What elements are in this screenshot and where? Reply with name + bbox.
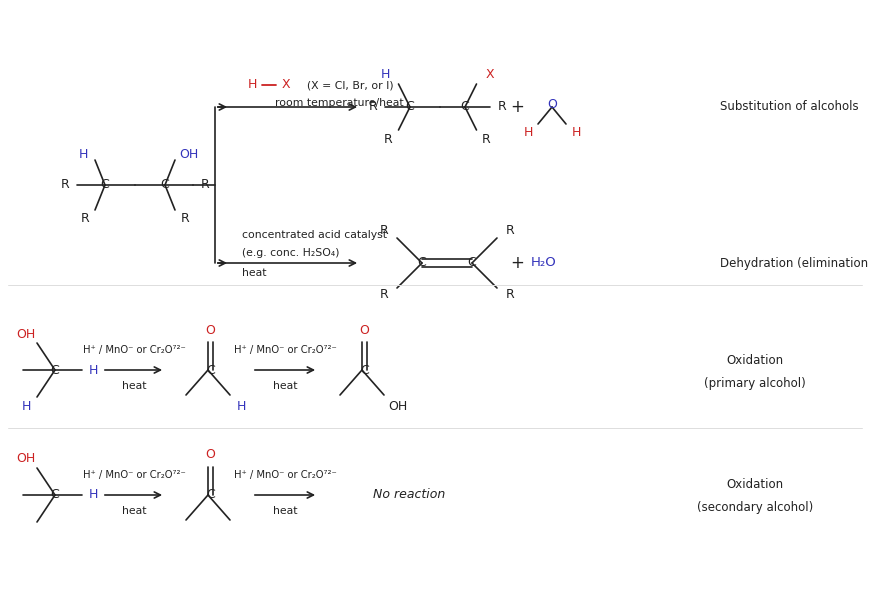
Text: H: H [89,488,97,502]
Text: H: H [571,127,580,139]
Text: H: H [381,68,389,82]
Text: concentrated acid catalyst: concentrated acid catalyst [242,230,387,240]
Text: C: C [460,100,469,113]
Text: C: C [50,488,59,502]
Text: O: O [547,98,556,112]
Text: H: H [89,364,97,377]
Text: H: H [236,400,245,413]
Text: R: R [505,289,514,301]
Text: H⁺ / MnO⁻ or Cr₂O⁷²⁻: H⁺ / MnO⁻ or Cr₂O⁷²⁻ [234,470,336,480]
Text: H: H [21,401,30,413]
Text: +: + [509,98,523,116]
Text: R: R [61,178,70,191]
Text: room temperature/heat: room temperature/heat [275,98,403,108]
Text: R: R [505,224,514,238]
Text: heat: heat [273,381,297,391]
Text: OH: OH [17,328,36,341]
Text: H: H [78,148,88,160]
Text: Dehydration (elimination): Dehydration (elimination) [720,257,869,269]
Text: heat: heat [273,506,297,516]
Text: H⁺ / MnO⁻ or Cr₂O⁷²⁻: H⁺ / MnO⁻ or Cr₂O⁷²⁻ [83,345,185,355]
Text: OH: OH [179,148,198,160]
Text: C: C [206,364,215,377]
Text: C: C [206,488,215,502]
Text: R: R [81,211,90,224]
Text: No reaction: No reaction [373,488,445,502]
Text: R: R [497,100,506,113]
Text: Oxidation: Oxidation [726,353,783,367]
Text: heat: heat [122,506,146,516]
Text: (e.g. conc. H₂SO₄): (e.g. conc. H₂SO₄) [242,248,339,258]
Text: C: C [468,257,476,269]
Text: heat: heat [122,381,146,391]
Text: O: O [205,448,216,461]
Text: C: C [101,178,109,191]
Text: Substitution of alcohols: Substitution of alcohols [720,100,858,113]
Text: OH: OH [388,400,408,413]
Text: heat: heat [242,268,266,278]
Text: H₂O: H₂O [530,257,556,269]
Text: C: C [417,257,426,269]
Text: H: H [523,127,532,139]
Text: R: R [384,133,393,146]
Text: Oxidation: Oxidation [726,479,783,491]
Text: X: X [485,68,494,82]
Text: (X = Cl, Br, or I): (X = Cl, Br, or I) [300,80,393,90]
Text: C: C [360,364,368,377]
Text: +: + [509,254,523,272]
Text: C: C [50,364,59,377]
Text: R: R [181,211,189,224]
Text: (primary alcohol): (primary alcohol) [703,377,805,389]
Text: OH: OH [17,452,36,466]
Text: O: O [205,323,216,337]
Text: X: X [282,79,290,91]
Text: H⁺ / MnO⁻ or Cr₂O⁷²⁻: H⁺ / MnO⁻ or Cr₂O⁷²⁻ [83,470,185,480]
Text: H⁺ / MnO⁻ or Cr₂O⁷²⁻: H⁺ / MnO⁻ or Cr₂O⁷²⁻ [234,345,336,355]
Text: H: H [248,79,257,91]
Text: R: R [481,133,490,146]
Text: C: C [405,100,414,113]
Text: R: R [368,100,377,113]
Text: (secondary alcohol): (secondary alcohol) [696,502,813,514]
Text: C: C [161,178,169,191]
Text: R: R [201,178,209,191]
Text: O: O [359,323,369,337]
Text: R: R [379,224,388,238]
Text: R: R [379,289,388,301]
